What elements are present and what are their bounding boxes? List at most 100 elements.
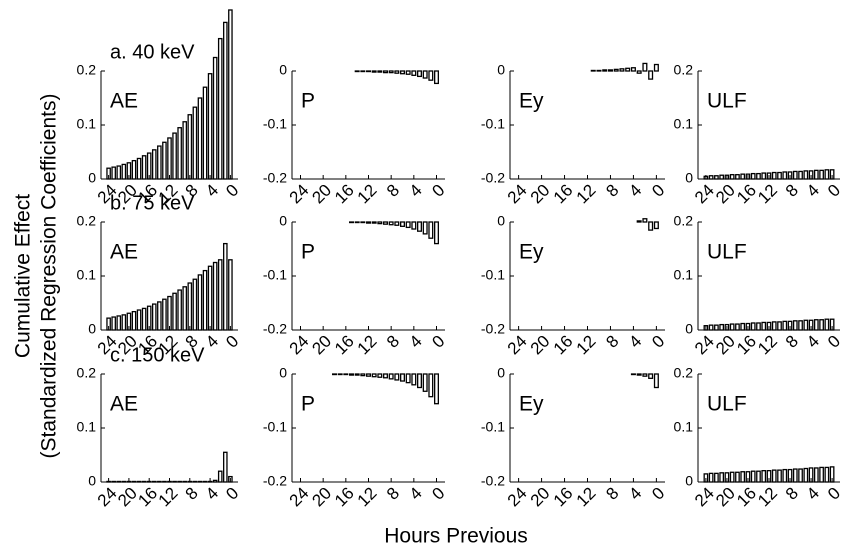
y-tick-label: 0: [279, 365, 287, 381]
bar: [151, 149, 157, 180]
bar: [405, 70, 411, 75]
bar: [653, 373, 659, 389]
bar: [422, 221, 428, 235]
bar: [813, 169, 819, 180]
bar: [207, 73, 213, 180]
bar: [371, 221, 377, 224]
bar: [636, 220, 642, 223]
bar: [337, 373, 343, 376]
bar: [719, 472, 725, 483]
bar: [636, 70, 642, 74]
x-tick-label: 8: [602, 332, 622, 352]
bar: [619, 68, 625, 72]
bar: [111, 166, 116, 180]
bar: [761, 172, 767, 180]
x-tick-label: 4: [625, 181, 645, 201]
bar: [377, 70, 383, 73]
y-tick-label: 0.1: [674, 116, 694, 132]
bar: [349, 373, 354, 376]
x-tick-label: 12: [573, 332, 600, 359]
bar: [750, 470, 756, 483]
bar: [434, 70, 439, 85]
x-tick-label: 8: [383, 484, 403, 504]
bar: [803, 170, 809, 180]
panel-label: AE: [110, 241, 138, 264]
bar: [428, 70, 434, 81]
bar: [187, 282, 193, 331]
bar: [422, 70, 428, 79]
bar: [434, 373, 439, 405]
x-tick-label: 4: [202, 332, 222, 352]
x-axis-label: Hours Previous: [384, 525, 528, 548]
x-tick-label: 12: [354, 484, 381, 511]
x-tick-label: 12: [754, 332, 781, 359]
y-tick-label: 0.1: [674, 419, 694, 435]
bar: [228, 259, 233, 331]
bar: [394, 373, 400, 381]
y-tick-label: 0.1: [674, 267, 694, 283]
x-tick-label: 8: [602, 181, 622, 201]
bar: [630, 373, 636, 376]
bar: [383, 221, 388, 225]
bar: [417, 373, 422, 389]
y-tick-label: -0.2: [263, 170, 287, 186]
y-tick-label: 0: [497, 365, 505, 381]
bar: [177, 289, 182, 331]
bar: [613, 68, 619, 72]
panel-label: Ey: [519, 241, 544, 264]
bar: [729, 323, 735, 331]
bar: [813, 467, 819, 483]
bar: [735, 174, 740, 180]
bar: [116, 165, 122, 180]
x-tick-label: 8: [383, 181, 403, 201]
bar: [782, 320, 788, 331]
bar: [400, 70, 405, 75]
bar: [798, 468, 803, 483]
x-tick-label: 4: [803, 181, 823, 201]
x-tick-label: 12: [354, 332, 381, 359]
bar: [422, 373, 428, 392]
x-tick-label: 0: [222, 332, 242, 352]
bar: [782, 468, 788, 483]
y-tick-label: 0.2: [674, 365, 694, 381]
bar: [740, 173, 746, 180]
bar: [400, 373, 405, 382]
bar: [719, 174, 725, 180]
panel-label: ULF: [707, 393, 747, 416]
bar: [217, 37, 223, 180]
y-tick-label: 0.2: [674, 62, 694, 78]
bar: [157, 301, 162, 331]
bar: [366, 221, 371, 224]
bar: [388, 70, 394, 74]
bar: [151, 303, 157, 331]
bar: [141, 155, 147, 180]
bar: [417, 221, 422, 232]
bar: [708, 472, 714, 483]
y-tick-label: -0.1: [481, 267, 505, 283]
x-tick-label: 12: [754, 484, 781, 511]
x-tick-label: 4: [803, 484, 823, 504]
bar: [162, 141, 167, 180]
x-tick-label: 8: [782, 332, 802, 352]
x-tick-label: 0: [824, 181, 844, 201]
y-tick-label: -0.1: [263, 116, 287, 132]
bar: [792, 170, 798, 180]
bar: [792, 468, 798, 483]
bar: [366, 70, 371, 73]
bar: [332, 373, 337, 376]
bar: [136, 157, 142, 180]
bar: [223, 451, 228, 483]
bar: [813, 319, 819, 331]
bar: [777, 321, 782, 331]
x-tick-label: 4: [202, 181, 222, 201]
bar: [394, 221, 400, 226]
panel-label: AE: [110, 90, 138, 113]
bar: [729, 471, 735, 483]
y-tick-label: -0.2: [481, 473, 505, 489]
y-tick-label: 0: [685, 473, 693, 489]
bar: [383, 70, 388, 74]
bar: [824, 169, 830, 180]
bar: [596, 69, 602, 72]
bar: [719, 323, 725, 331]
bar: [714, 324, 719, 331]
